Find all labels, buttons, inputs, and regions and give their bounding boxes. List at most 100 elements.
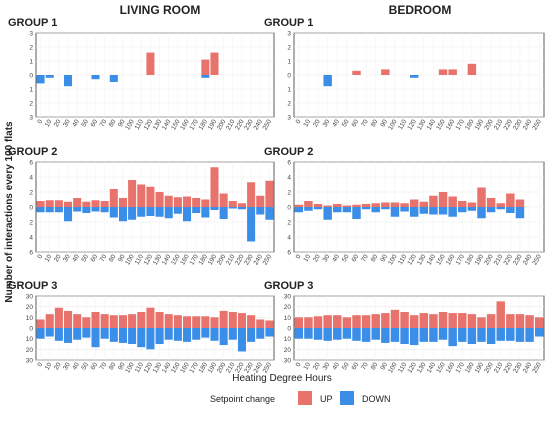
x-tick-label: 30 <box>322 361 332 371</box>
bar-down <box>164 207 173 219</box>
x-tick-label: 70 <box>360 118 370 128</box>
y-tick-label: 2 <box>29 220 33 227</box>
y-tick-label: 2 <box>29 190 33 197</box>
bar-down <box>333 328 342 340</box>
y-tick-label: 6 <box>29 160 33 167</box>
bar-up <box>45 314 54 328</box>
y-tick-label: 20 <box>284 347 292 354</box>
bar-up <box>486 314 496 328</box>
x-tick-label: 10 <box>44 118 54 128</box>
x-tick-label: 220 <box>503 361 515 374</box>
x-tick-label: 50 <box>341 253 351 263</box>
x-tick-label: 120 <box>143 118 155 131</box>
bar-down <box>448 328 457 347</box>
bar-down <box>118 328 127 343</box>
y-tick-label: 20 <box>284 304 292 311</box>
x-tick-label: 190 <box>474 361 486 374</box>
bar-up <box>201 199 210 207</box>
bar-down <box>438 328 448 340</box>
x-tick-label: 20 <box>53 253 63 263</box>
bar-up <box>342 317 352 328</box>
x-tick-label: 160 <box>445 253 457 266</box>
bar-up <box>100 201 109 207</box>
bar-down <box>64 328 73 343</box>
bar-up <box>419 201 429 207</box>
x-axis-label: Heating Degree Hours <box>232 373 332 384</box>
y-tick-label: 4 <box>29 175 33 182</box>
bar-up <box>247 182 256 207</box>
y-tick-label: 0 <box>29 205 33 212</box>
x-tick-label: 60 <box>351 361 361 371</box>
bar-down <box>210 328 219 341</box>
bar-down <box>228 207 237 209</box>
x-tick-label: 190 <box>207 253 219 266</box>
y-tick-label: 1 <box>29 59 33 66</box>
x-tick-label: 230 <box>512 361 524 374</box>
column-header-living-room: LIVING ROOM <box>120 3 201 17</box>
bar-up <box>313 204 323 207</box>
x-tick-label: 10 <box>302 361 312 371</box>
bar-up <box>64 201 73 207</box>
bar-up <box>448 69 457 75</box>
x-tick-label: 0 <box>295 361 303 368</box>
bar-down <box>448 207 457 217</box>
bar-up <box>448 313 457 328</box>
x-tick-label: 150 <box>435 118 447 131</box>
x-tick-label: 160 <box>179 118 191 131</box>
bar-down <box>371 328 380 340</box>
bar-down <box>45 328 54 337</box>
x-tick-label: 140 <box>161 118 173 131</box>
x-tick-label: 10 <box>44 253 54 263</box>
x-tick-label: 60 <box>90 118 100 128</box>
bar-up <box>506 193 515 207</box>
x-tick-label: 80 <box>370 118 380 128</box>
bar-down <box>419 328 429 342</box>
bar-down <box>183 207 192 222</box>
bar-up <box>201 59 210 75</box>
x-tick-label: 170 <box>188 118 200 131</box>
bar-down <box>496 207 505 210</box>
x-tick-label: 170 <box>455 118 467 131</box>
bar-down <box>361 328 371 342</box>
x-tick-label: 190 <box>207 118 219 131</box>
x-tick-label: 200 <box>483 253 495 266</box>
x-tick-label: 250 <box>531 253 543 266</box>
x-tick-label: 170 <box>188 253 200 266</box>
bar-up <box>164 314 173 328</box>
bar-up <box>146 52 155 75</box>
x-tick-label: 30 <box>62 118 72 128</box>
bar-down <box>201 75 210 78</box>
bar-down <box>265 328 274 337</box>
bar-down <box>409 328 419 346</box>
bar-down <box>219 328 228 346</box>
x-tick-label: 110 <box>397 118 408 131</box>
x-tick-label: 210 <box>225 253 237 266</box>
bar-up <box>173 315 182 328</box>
bar-down <box>381 207 390 210</box>
bar-down <box>515 328 525 342</box>
bar-down <box>352 328 361 341</box>
bar-up <box>429 195 438 207</box>
bar-up <box>438 69 448 75</box>
bar-up <box>486 198 496 207</box>
bar-down <box>82 328 91 338</box>
bar-up <box>477 187 486 207</box>
x-tick-label: 200 <box>216 253 228 266</box>
x-tick-label: 70 <box>99 118 109 128</box>
y-tick-label: 0 <box>287 326 291 333</box>
x-tick-label: 130 <box>416 253 428 266</box>
bar-down <box>73 328 82 340</box>
bar-up <box>467 202 477 207</box>
x-tick-label: 240 <box>253 253 265 266</box>
bar-up <box>64 310 73 328</box>
bar-down <box>467 328 477 344</box>
bar-up <box>304 201 313 207</box>
y-tick-label: 2 <box>287 190 291 197</box>
bar-down <box>36 207 45 213</box>
x-tick-label: 220 <box>503 253 515 266</box>
x-tick-label: 40 <box>331 118 341 128</box>
x-tick-label: 20 <box>312 253 322 263</box>
bar-down <box>201 207 210 218</box>
